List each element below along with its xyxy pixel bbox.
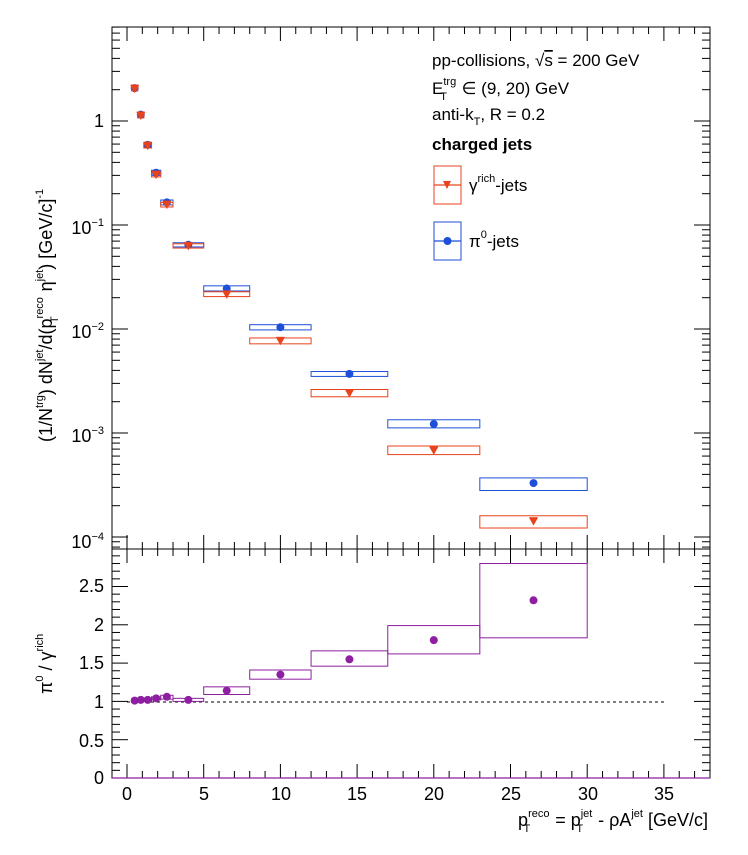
bottom-panel-data: [112, 563, 710, 779]
x-tick-label-20: 20: [424, 784, 444, 804]
annotation-collisions: pp-collisions, √s = 200 GeV: [432, 51, 640, 70]
x-tick-label-10: 10: [271, 784, 291, 804]
gamma-rich-jets-point: [344, 389, 354, 398]
pi0-jets-point: [429, 420, 438, 429]
bottom-y-tick-label-1: 1: [94, 692, 104, 712]
ratio-point: [184, 695, 193, 704]
ratio-point: [136, 695, 145, 704]
ratio-point: [162, 692, 171, 701]
gamma-rich-jets-point: [151, 171, 161, 180]
pi0-jets-point: [345, 369, 354, 378]
legend-pi0-label: π0-jets: [469, 229, 519, 251]
ratio-sys-box: [249, 669, 312, 680]
pi0-jets-point: [529, 479, 538, 488]
bottom-y-tick-label-0p5: 0.5: [79, 731, 104, 751]
gamma-rich-jets-point: [136, 111, 146, 120]
pi0-jets-point: [276, 323, 285, 332]
ratio-sys-box: [479, 563, 588, 639]
x-tick-label-0: 0: [122, 784, 132, 804]
gamma-rich-jets-sys-box: [479, 515, 588, 529]
gamma-rich-jets-point: [162, 201, 172, 210]
ratio-point: [429, 636, 438, 645]
gamma-rich-jets-point: [529, 517, 539, 526]
top-y-tick-label-1: 1: [94, 111, 104, 131]
gamma-rich-jets-point: [130, 85, 140, 94]
bottom-y-tick-label-1p5: 1.5: [79, 653, 104, 673]
gamma-rich-jets-point: [143, 142, 153, 151]
gamma-rich-jets-point: [222, 290, 232, 299]
bottom-y-tick-label-2: 2: [94, 615, 104, 635]
gamma-rich-jets-point: [429, 446, 439, 455]
legend-pi0-marker: [443, 237, 452, 245]
ratio-point: [276, 670, 285, 679]
legend-gamma-label: γrich-jets: [469, 173, 527, 195]
x-tick-label-25: 25: [501, 784, 521, 804]
ratio-point: [152, 694, 161, 703]
ratio-point: [143, 695, 152, 704]
x-tick-label-30: 30: [578, 784, 598, 804]
top-panel-data: [130, 84, 588, 529]
ratio-point: [345, 655, 354, 664]
ratio-sys-box: [387, 625, 481, 655]
gamma-rich-jets-point: [275, 337, 285, 346]
pi0-jets-sys-box: [479, 477, 588, 491]
ratio-point: [130, 696, 139, 705]
bottom-y-tick-label-2p5: 2.5: [79, 576, 104, 596]
x-tick-label-5: 5: [199, 784, 209, 804]
ratio-point: [222, 686, 231, 695]
annotation-algorithm: anti-kT, R = 0.2: [432, 105, 545, 128]
annotation-charged-jets: charged jets: [432, 135, 532, 154]
ratio-point: [529, 596, 538, 605]
x-tick-label-35: 35: [654, 784, 674, 804]
legend-gamma-marker: [443, 181, 451, 189]
ratio-sys-box: [310, 650, 389, 667]
gamma-rich-jets-point: [183, 242, 193, 251]
x-tick-label-15: 15: [347, 784, 367, 804]
bottom-y-tick-label-0: 0: [94, 768, 104, 788]
top-panel-ticks: [112, 26, 710, 549]
